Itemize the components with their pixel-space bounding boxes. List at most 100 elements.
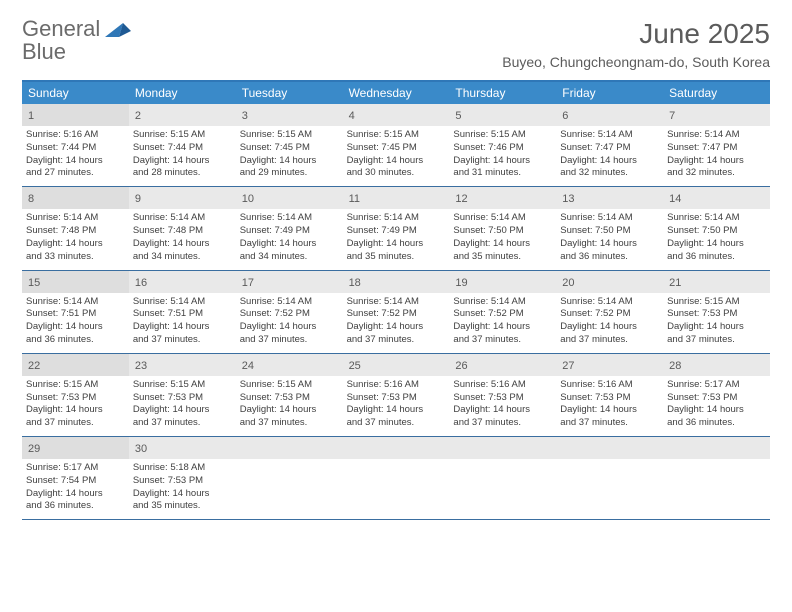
daylight-text: and 37 minutes. — [133, 417, 232, 430]
day-number-row: 23 — [129, 354, 236, 376]
sunset-text: Sunset: 7:44 PM — [26, 142, 125, 155]
week-row: 29Sunrise: 5:17 AMSunset: 7:54 PMDayligh… — [22, 437, 770, 520]
weekday-friday: Friday — [556, 82, 663, 104]
daylight-text: and 36 minutes. — [26, 334, 125, 347]
daylight-text: Daylight: 14 hours — [133, 404, 232, 417]
day-number-row: 14 — [663, 187, 770, 209]
daylight-text: and 29 minutes. — [240, 167, 339, 180]
sunrise-text: Sunrise: 5:14 AM — [133, 212, 232, 225]
day-number-row: 5 — [449, 104, 556, 126]
daylight-text: Daylight: 14 hours — [667, 155, 766, 168]
day-number-row: 25 — [343, 354, 450, 376]
sunset-text: Sunset: 7:49 PM — [347, 225, 446, 238]
weekday-thursday: Thursday — [449, 82, 556, 104]
day-number-row — [556, 437, 663, 459]
daylight-text: Daylight: 14 hours — [347, 238, 446, 251]
day-number — [349, 443, 352, 455]
daylight-text: Daylight: 14 hours — [347, 321, 446, 334]
day-number: 22 — [28, 360, 40, 372]
sunrise-text: Sunrise: 5:15 AM — [26, 379, 125, 392]
day-number — [669, 443, 672, 455]
day-cell: 3Sunrise: 5:15 AMSunset: 7:45 PMDaylight… — [236, 104, 343, 186]
daylight-text: Daylight: 14 hours — [560, 238, 659, 251]
day-number-row: 3 — [236, 104, 343, 126]
daylight-text: Daylight: 14 hours — [26, 404, 125, 417]
sunrise-text: Sunrise: 5:15 AM — [347, 129, 446, 142]
sunrise-text: Sunrise: 5:14 AM — [560, 129, 659, 142]
daylight-text: and 36 minutes. — [667, 251, 766, 264]
daylight-text: Daylight: 14 hours — [133, 155, 232, 168]
daylight-text: Daylight: 14 hours — [133, 488, 232, 501]
day-number-row: 4 — [343, 104, 450, 126]
day-cell: 21 Sunrise: 5:15 AMSunset: 7:53 PMDayligh… — [663, 271, 770, 353]
day-number-row: 27 — [556, 354, 663, 376]
day-cell: 18Sunrise: 5:14 AMSunset: 7:52 PMDayligh… — [343, 271, 450, 353]
daylight-text: and 27 minutes. — [26, 167, 125, 180]
daylight-text: and 37 minutes. — [347, 334, 446, 347]
sunset-text: Sunset: 7:44 PM — [133, 142, 232, 155]
day-number: 23 — [135, 360, 147, 372]
day-cell: 28Sunrise: 5:17 AMSunset: 7:53 PMDayligh… — [663, 354, 770, 436]
page-title: June 2025 — [502, 18, 770, 50]
day-number-row — [663, 437, 770, 459]
day-number-row: 15 — [22, 271, 129, 293]
sunrise-text: Sunrise: 5:14 AM — [26, 212, 125, 225]
logo-word-blue: Blue — [22, 39, 66, 64]
sunrise-text: Sunrise: 5:16 AM — [26, 129, 125, 142]
day-number-row: 7 — [663, 104, 770, 126]
daylight-text: and 37 minutes. — [667, 334, 766, 347]
day-cell: 20Sunrise: 5:14 AMSunset: 7:52 PMDayligh… — [556, 271, 663, 353]
day-number: 7 — [669, 110, 675, 122]
sunrise-text: Sunrise: 5:14 AM — [453, 212, 552, 225]
sunrise-text: Sunrise: 5:14 AM — [240, 212, 339, 225]
sunset-text: Sunset: 7:52 PM — [240, 308, 339, 321]
sunrise-text: Sunrise: 5:15 AM — [240, 379, 339, 392]
day-number-row: 26 — [449, 354, 556, 376]
sunset-text: Sunset: 7:53 PM — [453, 392, 552, 405]
day-number: 8 — [28, 193, 34, 205]
sunrise-text: Sunrise: 5:15 AM — [667, 296, 766, 309]
header-row: General Blue June 2025 Buyeo, Chungcheon… — [22, 18, 770, 70]
daylight-text: Daylight: 14 hours — [667, 321, 766, 334]
daylight-text: and 31 minutes. — [453, 167, 552, 180]
daylight-text: Daylight: 14 hours — [133, 238, 232, 251]
day-number: 28 — [669, 360, 681, 372]
daylight-text: Daylight: 14 hours — [453, 155, 552, 168]
page-subtitle: Buyeo, Chungcheongnam-do, South Korea — [502, 54, 770, 70]
daylight-text: and 36 minutes. — [26, 500, 125, 513]
day-cell: 24Sunrise: 5:15 AMSunset: 7:53 PMDayligh… — [236, 354, 343, 436]
day-cell: 14Sunrise: 5:14 AMSunset: 7:50 PMDayligh… — [663, 187, 770, 269]
day-number — [455, 443, 458, 455]
weekday-tuesday: Tuesday — [236, 82, 343, 104]
sunset-text: Sunset: 7:51 PM — [133, 308, 232, 321]
sunrise-text: Sunrise: 5:16 AM — [347, 379, 446, 392]
day-cell: 8Sunrise: 5:14 AMSunset: 7:48 PMDaylight… — [22, 187, 129, 269]
daylight-text: and 35 minutes. — [133, 500, 232, 513]
title-block: June 2025 Buyeo, Chungcheongnam-do, Sout… — [502, 18, 770, 70]
sunrise-text: Sunrise: 5:14 AM — [560, 212, 659, 225]
sunrise-text: Sunrise: 5:14 AM — [133, 296, 232, 309]
day-number: 29 — [28, 443, 40, 455]
daylight-text: Daylight: 14 hours — [347, 155, 446, 168]
daylight-text: and 36 minutes. — [667, 417, 766, 430]
day-cell — [236, 437, 343, 519]
day-cell: 29Sunrise: 5:17 AMSunset: 7:54 PMDayligh… — [22, 437, 129, 519]
sunset-text: Sunset: 7:53 PM — [667, 308, 766, 321]
day-number: 21 — [669, 277, 681, 289]
sunset-text: Sunset: 7:52 PM — [453, 308, 552, 321]
daylight-text: and 37 minutes. — [453, 334, 552, 347]
daylight-text: Daylight: 14 hours — [667, 404, 766, 417]
sunset-text: Sunset: 7:45 PM — [240, 142, 339, 155]
day-number-row: 19 — [449, 271, 556, 293]
daylight-text: Daylight: 14 hours — [26, 321, 125, 334]
week-row: 1Sunrise: 5:16 AMSunset: 7:44 PMDaylight… — [22, 104, 770, 187]
weekday-saturday: Saturday — [663, 82, 770, 104]
sunrise-text: Sunrise: 5:14 AM — [667, 212, 766, 225]
day-cell: 4Sunrise: 5:15 AMSunset: 7:45 PMDaylight… — [343, 104, 450, 186]
day-number-row: 11 — [343, 187, 450, 209]
day-number: 4 — [349, 110, 355, 122]
day-number-row — [449, 437, 556, 459]
daylight-text: and 34 minutes. — [240, 251, 339, 264]
day-number: 24 — [242, 360, 254, 372]
daylight-text: and 32 minutes. — [667, 167, 766, 180]
